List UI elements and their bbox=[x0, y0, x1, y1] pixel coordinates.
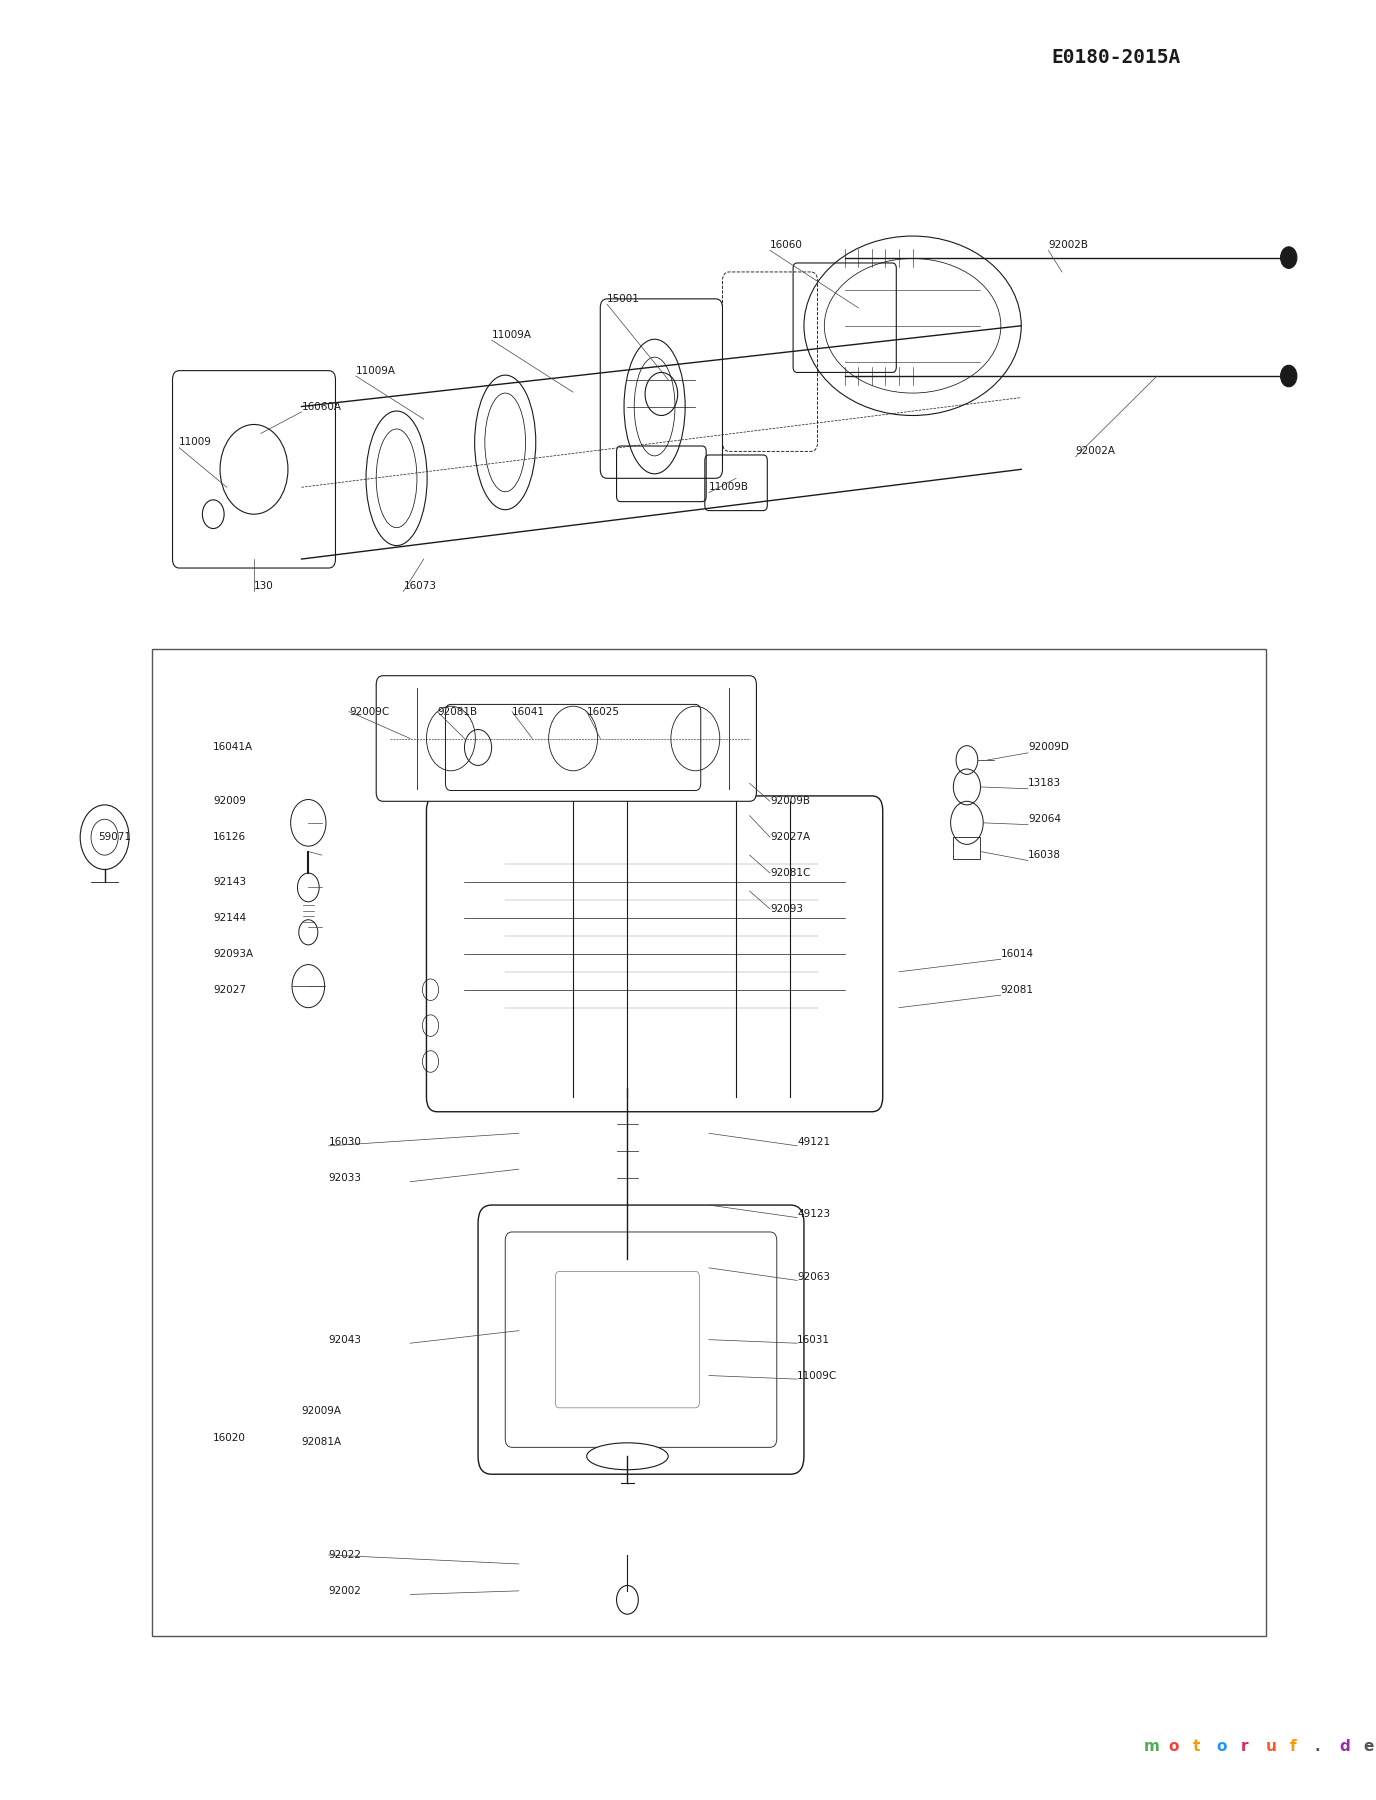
Text: 16073: 16073 bbox=[403, 581, 436, 590]
Text: 92027A: 92027A bbox=[771, 832, 810, 842]
Text: 92009: 92009 bbox=[213, 796, 246, 806]
Text: 11009: 11009 bbox=[179, 437, 212, 448]
Text: o: o bbox=[1168, 1739, 1178, 1755]
Text: 92093A: 92093A bbox=[213, 949, 253, 959]
Text: 59071: 59071 bbox=[98, 832, 131, 842]
Bar bbox=[616, 1246, 638, 1267]
Text: 92081: 92081 bbox=[1000, 985, 1033, 995]
Text: 16060: 16060 bbox=[771, 239, 802, 250]
Ellipse shape bbox=[366, 410, 427, 545]
Text: 92063: 92063 bbox=[797, 1273, 830, 1282]
Text: .: . bbox=[1314, 1739, 1320, 1755]
Text: 92002: 92002 bbox=[329, 1586, 362, 1597]
Text: 92144: 92144 bbox=[213, 913, 246, 923]
Text: 16025: 16025 bbox=[586, 707, 619, 716]
Ellipse shape bbox=[586, 1444, 669, 1471]
Text: d: d bbox=[1339, 1739, 1350, 1755]
Ellipse shape bbox=[475, 374, 535, 509]
Text: 15001: 15001 bbox=[607, 293, 640, 304]
Text: t: t bbox=[1193, 1739, 1200, 1755]
Text: r: r bbox=[1241, 1739, 1248, 1755]
Text: 92002B: 92002B bbox=[1049, 239, 1088, 250]
Text: 16060A: 16060A bbox=[301, 401, 341, 412]
Text: 16031: 16031 bbox=[797, 1334, 830, 1345]
Text: 92081A: 92081A bbox=[301, 1436, 341, 1447]
Text: 92033: 92033 bbox=[329, 1174, 362, 1183]
Text: 130: 130 bbox=[255, 581, 274, 590]
Text: 16041A: 16041A bbox=[213, 742, 253, 752]
Text: 92081C: 92081C bbox=[771, 868, 810, 878]
Text: 11009B: 11009B bbox=[709, 482, 749, 491]
Text: 11009A: 11009A bbox=[356, 365, 396, 376]
Ellipse shape bbox=[625, 338, 685, 473]
Text: 92081B: 92081B bbox=[438, 707, 477, 716]
Text: 16020: 16020 bbox=[213, 1433, 246, 1444]
Text: 92043: 92043 bbox=[329, 1334, 362, 1345]
Text: 11009A: 11009A bbox=[491, 329, 531, 340]
Text: 16014: 16014 bbox=[1000, 949, 1033, 959]
Bar bbox=[954, 837, 981, 859]
Circle shape bbox=[1281, 247, 1298, 268]
Text: 92009D: 92009D bbox=[1028, 742, 1069, 752]
Text: 16038: 16038 bbox=[1028, 850, 1061, 860]
Text: 49123: 49123 bbox=[797, 1210, 830, 1219]
FancyBboxPatch shape bbox=[427, 796, 883, 1112]
FancyBboxPatch shape bbox=[477, 1204, 804, 1474]
Text: u: u bbox=[1266, 1739, 1277, 1755]
Text: 92027: 92027 bbox=[213, 985, 246, 995]
Text: 92064: 92064 bbox=[1028, 814, 1061, 824]
Text: E0180-2015A: E0180-2015A bbox=[1051, 47, 1181, 67]
Text: e: e bbox=[1364, 1739, 1373, 1755]
Text: 16126: 16126 bbox=[213, 832, 246, 842]
Text: o: o bbox=[1216, 1739, 1227, 1755]
Text: m: m bbox=[1143, 1739, 1160, 1755]
Text: 92022: 92022 bbox=[329, 1550, 362, 1561]
Circle shape bbox=[1281, 365, 1298, 387]
Text: 16041: 16041 bbox=[512, 707, 545, 716]
Text: 11009C: 11009C bbox=[797, 1370, 838, 1381]
Text: 16030: 16030 bbox=[329, 1138, 362, 1147]
Text: f: f bbox=[1291, 1739, 1296, 1755]
Text: 92093: 92093 bbox=[771, 904, 804, 914]
Text: 92009B: 92009B bbox=[771, 796, 810, 806]
Text: 92002A: 92002A bbox=[1076, 446, 1116, 457]
Text: 92143: 92143 bbox=[213, 877, 246, 887]
Text: 92009C: 92009C bbox=[350, 707, 389, 716]
Text: 92009A: 92009A bbox=[301, 1406, 341, 1417]
Text: 13183: 13183 bbox=[1028, 778, 1061, 788]
Text: 49121: 49121 bbox=[797, 1138, 830, 1147]
FancyBboxPatch shape bbox=[376, 675, 757, 801]
